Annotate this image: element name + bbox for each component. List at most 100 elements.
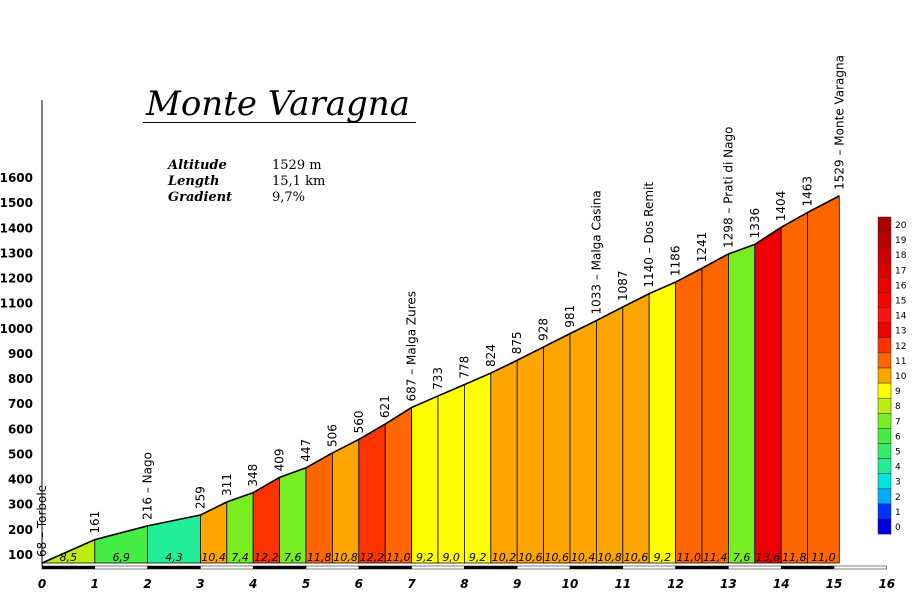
profile-segment [780, 211, 808, 564]
profile-segment [728, 243, 756, 564]
x-tick-label: 14 [773, 577, 790, 591]
y-tick-label: 100 [8, 548, 33, 562]
stat-length-value: 15,1 km [272, 174, 326, 189]
legend-label: 0 [895, 523, 901, 533]
legend-label: 16 [895, 281, 907, 291]
point-label: 259 [193, 486, 207, 509]
legend-label: 14 [895, 312, 907, 322]
profile-outline [41, 195, 840, 564]
gradient-label: 9,0 [442, 551, 460, 564]
legend-label: 11 [895, 357, 906, 367]
point-label: 1529 – Monte Varagna [832, 55, 846, 190]
point-label: 1033 – Malga Casina [589, 190, 603, 314]
x-tick-label: 0 [38, 577, 46, 591]
point-label: 621 [378, 395, 392, 418]
y-tick-label: 900 [8, 347, 33, 361]
gradient-label: 10,8 [597, 551, 622, 564]
point-label: 560 [352, 410, 366, 433]
legend-label: 6 [895, 432, 901, 442]
point-label: 1241 [695, 232, 709, 263]
point-label: 733 [431, 367, 445, 390]
stat-length-label: Length [168, 174, 220, 189]
x-axis-segment [833, 565, 888, 570]
x-axis-segment [569, 565, 624, 570]
point-label: 409 [273, 448, 287, 471]
point-label: 824 [484, 344, 498, 367]
x-tick-label: 3 [196, 577, 204, 591]
x-axis-segment [41, 565, 96, 570]
gradient-label: 11,0 [811, 551, 836, 564]
legend-label: 12 [895, 342, 906, 352]
y-tick-label: 700 [8, 397, 33, 411]
legend-label: 17 [895, 266, 906, 276]
legend-label: 9 [895, 387, 901, 397]
legend-label: 7 [895, 417, 901, 427]
y-tick-label: 800 [8, 372, 33, 386]
point-label: 447 [299, 439, 313, 462]
x-axis-segment [780, 565, 835, 570]
stat-altitude-label: Altitude [168, 158, 227, 173]
gradient-label: 9,2 [654, 551, 672, 564]
gradient-label: 10,6 [624, 551, 649, 564]
legend-swatch [877, 352, 892, 369]
x-axis-segment [147, 565, 201, 570]
x-axis-segment [728, 565, 782, 570]
point-label: 981 [563, 305, 577, 328]
x-tick-label: 5 [302, 577, 310, 591]
legend-label: 4 [895, 463, 901, 473]
legend-label: 3 [895, 478, 901, 488]
legend-swatch [877, 413, 892, 429]
x-tick-label: 6 [355, 577, 363, 591]
legend-swatch [877, 503, 892, 520]
y-tick-label: 1400 [0, 221, 33, 235]
gradient-label: 10,6 [518, 551, 543, 564]
x-tick-label: 16 [878, 577, 895, 591]
climb-stats: Altitude 1529 m Length 15,1 km Gradient … [168, 158, 325, 206]
y-tick-label: 1100 [0, 297, 33, 311]
stat-length: Length 15,1 km [168, 174, 325, 190]
profile-segment [305, 452, 333, 564]
x-tick-label: 13 [720, 577, 737, 591]
point-label: 928 [537, 318, 551, 341]
legend-label: 5 [895, 448, 901, 458]
profile-segment [437, 384, 465, 564]
gradient-label: 6,9 [112, 551, 130, 564]
legend-swatch [877, 443, 892, 459]
y-tick-label: 500 [8, 447, 33, 461]
gradient-label: 10,4 [201, 551, 226, 564]
legend-swatch [877, 382, 892, 399]
gradient-label: 11,8 [782, 551, 807, 564]
gradient-label: 11,8 [307, 551, 332, 564]
legend-swatch [877, 458, 892, 474]
legend-label: 20 [895, 221, 907, 231]
x-tick-label: 15 [826, 577, 843, 591]
gradient-label: 10,8 [333, 551, 358, 564]
profile-segment [331, 438, 360, 564]
x-tick-label: 4 [248, 577, 257, 591]
point-label: 1298 – Prati di Nago [721, 127, 735, 248]
x-tick-label: 2 [143, 577, 151, 591]
point-label: 1463 [801, 176, 815, 207]
legend-swatch [877, 488, 892, 505]
profile-segment [648, 281, 676, 564]
gradient-label: 10,2 [492, 551, 517, 564]
profile-segment [754, 226, 782, 564]
legend-swatch [877, 216, 892, 233]
gradient-labels: 8,5 6,9 4,3 10,4 7,4 12,2 7,6 11,8 10,8 12,2 11,0 9… [60, 551, 836, 564]
profile-segment [358, 423, 386, 564]
gradient-label: 11,0 [386, 551, 411, 564]
title-underline [143, 122, 416, 123]
x-axis-segment [675, 565, 729, 570]
x-axis-segment [464, 565, 518, 570]
x-axis-segment [622, 565, 676, 570]
profile-segment [701, 253, 729, 564]
point-label: 875 [510, 331, 524, 354]
gradient-label: 8,5 [60, 551, 78, 564]
profile-segment [463, 372, 492, 564]
profile-segment [675, 267, 703, 564]
x-tick-label: 12 [667, 577, 684, 591]
axes: 0 1 2 3 4 5 6 7 8 9 10 11 12 13 14 15 161002003004005006… [0, 100, 895, 591]
